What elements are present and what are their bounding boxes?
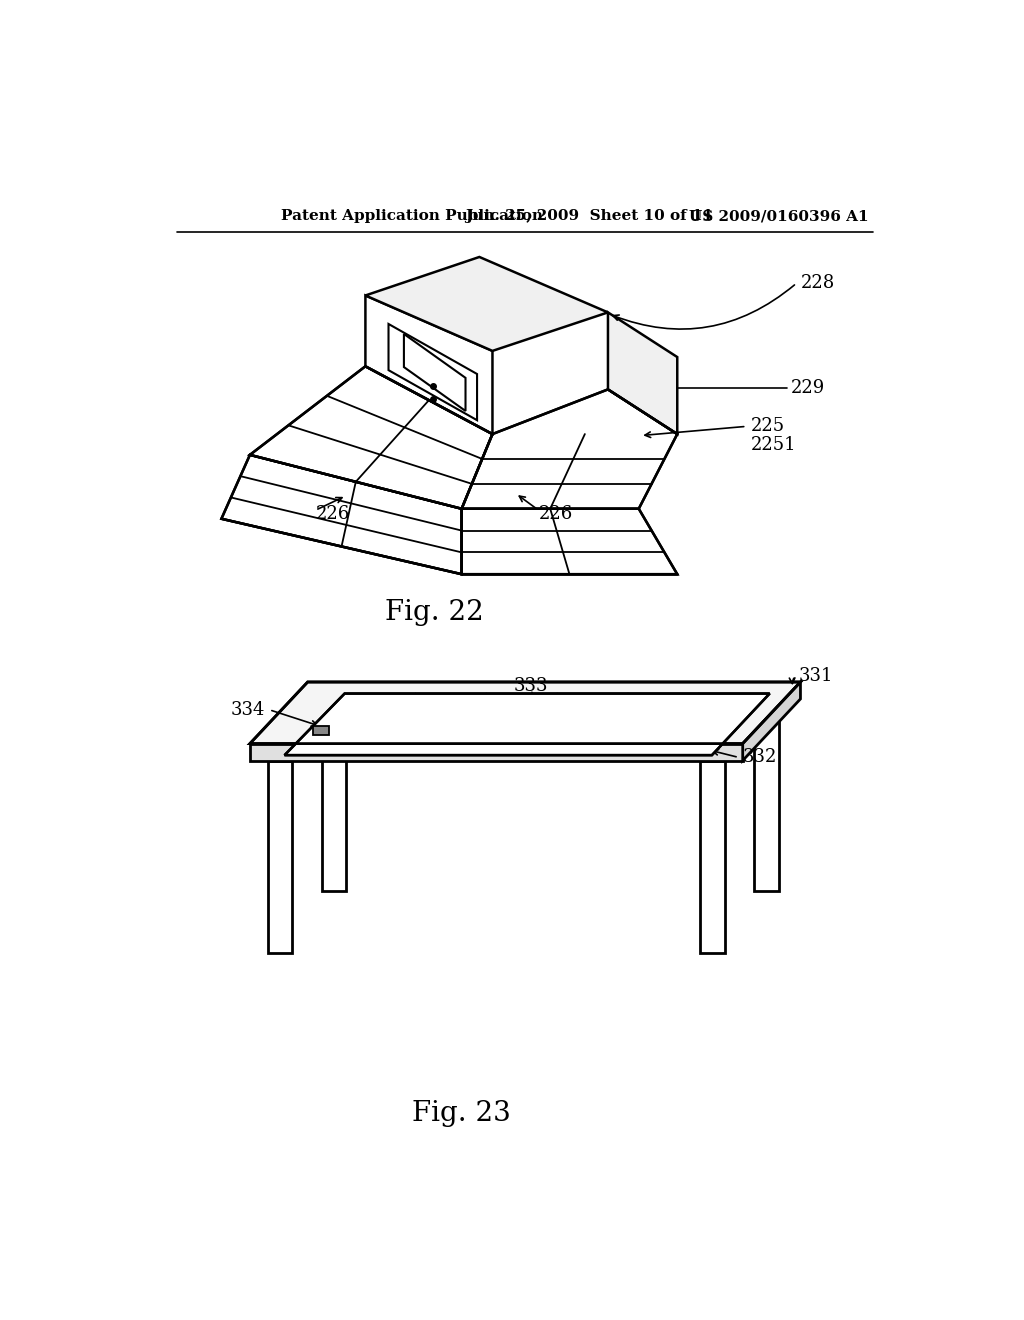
Text: 229: 229	[792, 379, 825, 397]
Text: Jun. 25, 2009  Sheet 10 of 11: Jun. 25, 2009 Sheet 10 of 11	[466, 209, 714, 223]
Text: Fig. 22: Fig. 22	[385, 599, 484, 626]
Polygon shape	[462, 508, 677, 574]
Polygon shape	[322, 700, 346, 891]
Polygon shape	[742, 682, 801, 760]
Polygon shape	[700, 760, 725, 953]
Polygon shape	[388, 323, 477, 420]
Polygon shape	[250, 743, 742, 760]
Polygon shape	[221, 455, 462, 574]
Text: 331: 331	[799, 667, 834, 685]
Polygon shape	[366, 296, 493, 434]
Text: 334: 334	[231, 701, 265, 718]
Polygon shape	[608, 313, 677, 434]
Text: 332: 332	[742, 748, 777, 767]
Text: Patent Application Publication: Patent Application Publication	[281, 209, 543, 223]
Text: 2251: 2251	[751, 436, 796, 454]
Polygon shape	[285, 693, 770, 755]
Text: 228: 228	[801, 275, 835, 292]
Text: 333: 333	[514, 677, 548, 694]
Text: 225: 225	[751, 417, 784, 436]
Text: 226: 226	[539, 506, 572, 523]
Polygon shape	[755, 700, 779, 891]
Polygon shape	[313, 726, 330, 735]
Polygon shape	[403, 334, 466, 411]
Text: 226: 226	[315, 506, 349, 523]
Text: Fig. 23: Fig. 23	[413, 1100, 511, 1127]
Text: US 2009/0160396 A1: US 2009/0160396 A1	[689, 209, 868, 223]
Polygon shape	[366, 257, 608, 351]
Polygon shape	[250, 682, 801, 743]
Polygon shape	[267, 760, 292, 953]
Polygon shape	[462, 389, 677, 508]
Polygon shape	[250, 367, 493, 508]
